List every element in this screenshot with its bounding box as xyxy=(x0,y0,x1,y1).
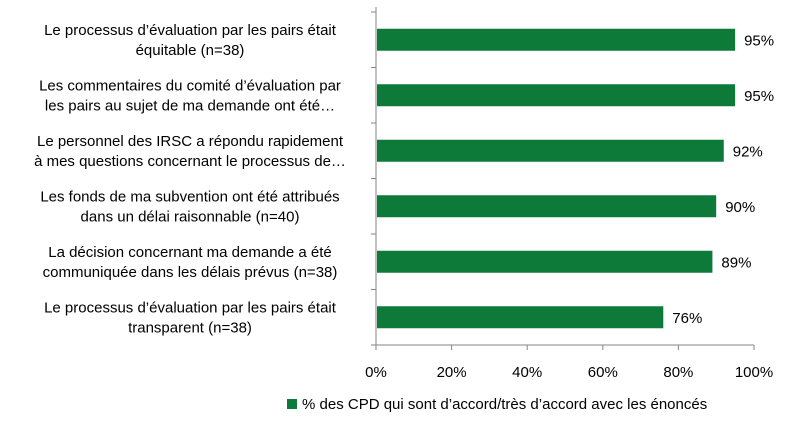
chart-legend: % des CPD qui sont d’accord/très d’accor… xyxy=(287,394,707,414)
data-label-6: 76% xyxy=(672,310,702,327)
category-label-6: Le processus d’évaluation par les pairs … xyxy=(44,299,337,336)
legend-swatch xyxy=(287,399,297,409)
bar-1 xyxy=(377,28,736,51)
data-label-4: 90% xyxy=(725,199,755,216)
bar-5 xyxy=(377,250,713,273)
x-tick-label-0: 0% xyxy=(365,364,387,381)
data-label-5: 89% xyxy=(721,254,751,271)
category-label-5: La décision concernant ma demande a été c… xyxy=(43,244,338,281)
category-label-4: Les fonds de ma subvention ont été attri… xyxy=(40,188,339,225)
bar-6 xyxy=(377,306,664,329)
data-label-1: 95% xyxy=(744,32,774,49)
bar-3 xyxy=(377,139,724,162)
category-label-3: Le personnel des IRSC a répondu rapideme… xyxy=(34,133,346,170)
x-tick-label-4: 80% xyxy=(663,364,693,381)
category-label-1: Le processus d’évaluation par les pairs … xyxy=(44,22,337,59)
data-label-2: 95% xyxy=(744,88,774,105)
bar-4 xyxy=(377,195,717,218)
data-label-3: 92% xyxy=(733,143,763,160)
legend-label: % des CPD qui sont d’accord/très d’accor… xyxy=(302,395,708,413)
bar-chart: 95% Le processus d’évaluation par les pai… xyxy=(34,7,774,381)
x-tick-label-2: 40% xyxy=(512,364,542,381)
x-tick-label-5: 100% xyxy=(735,364,773,381)
category-label-2: Les commentaires du comité d’évaluation … xyxy=(39,77,341,114)
x-tick-label-3: 60% xyxy=(588,364,618,381)
x-tick-label-1: 20% xyxy=(437,364,467,381)
bar-2 xyxy=(377,84,736,107)
